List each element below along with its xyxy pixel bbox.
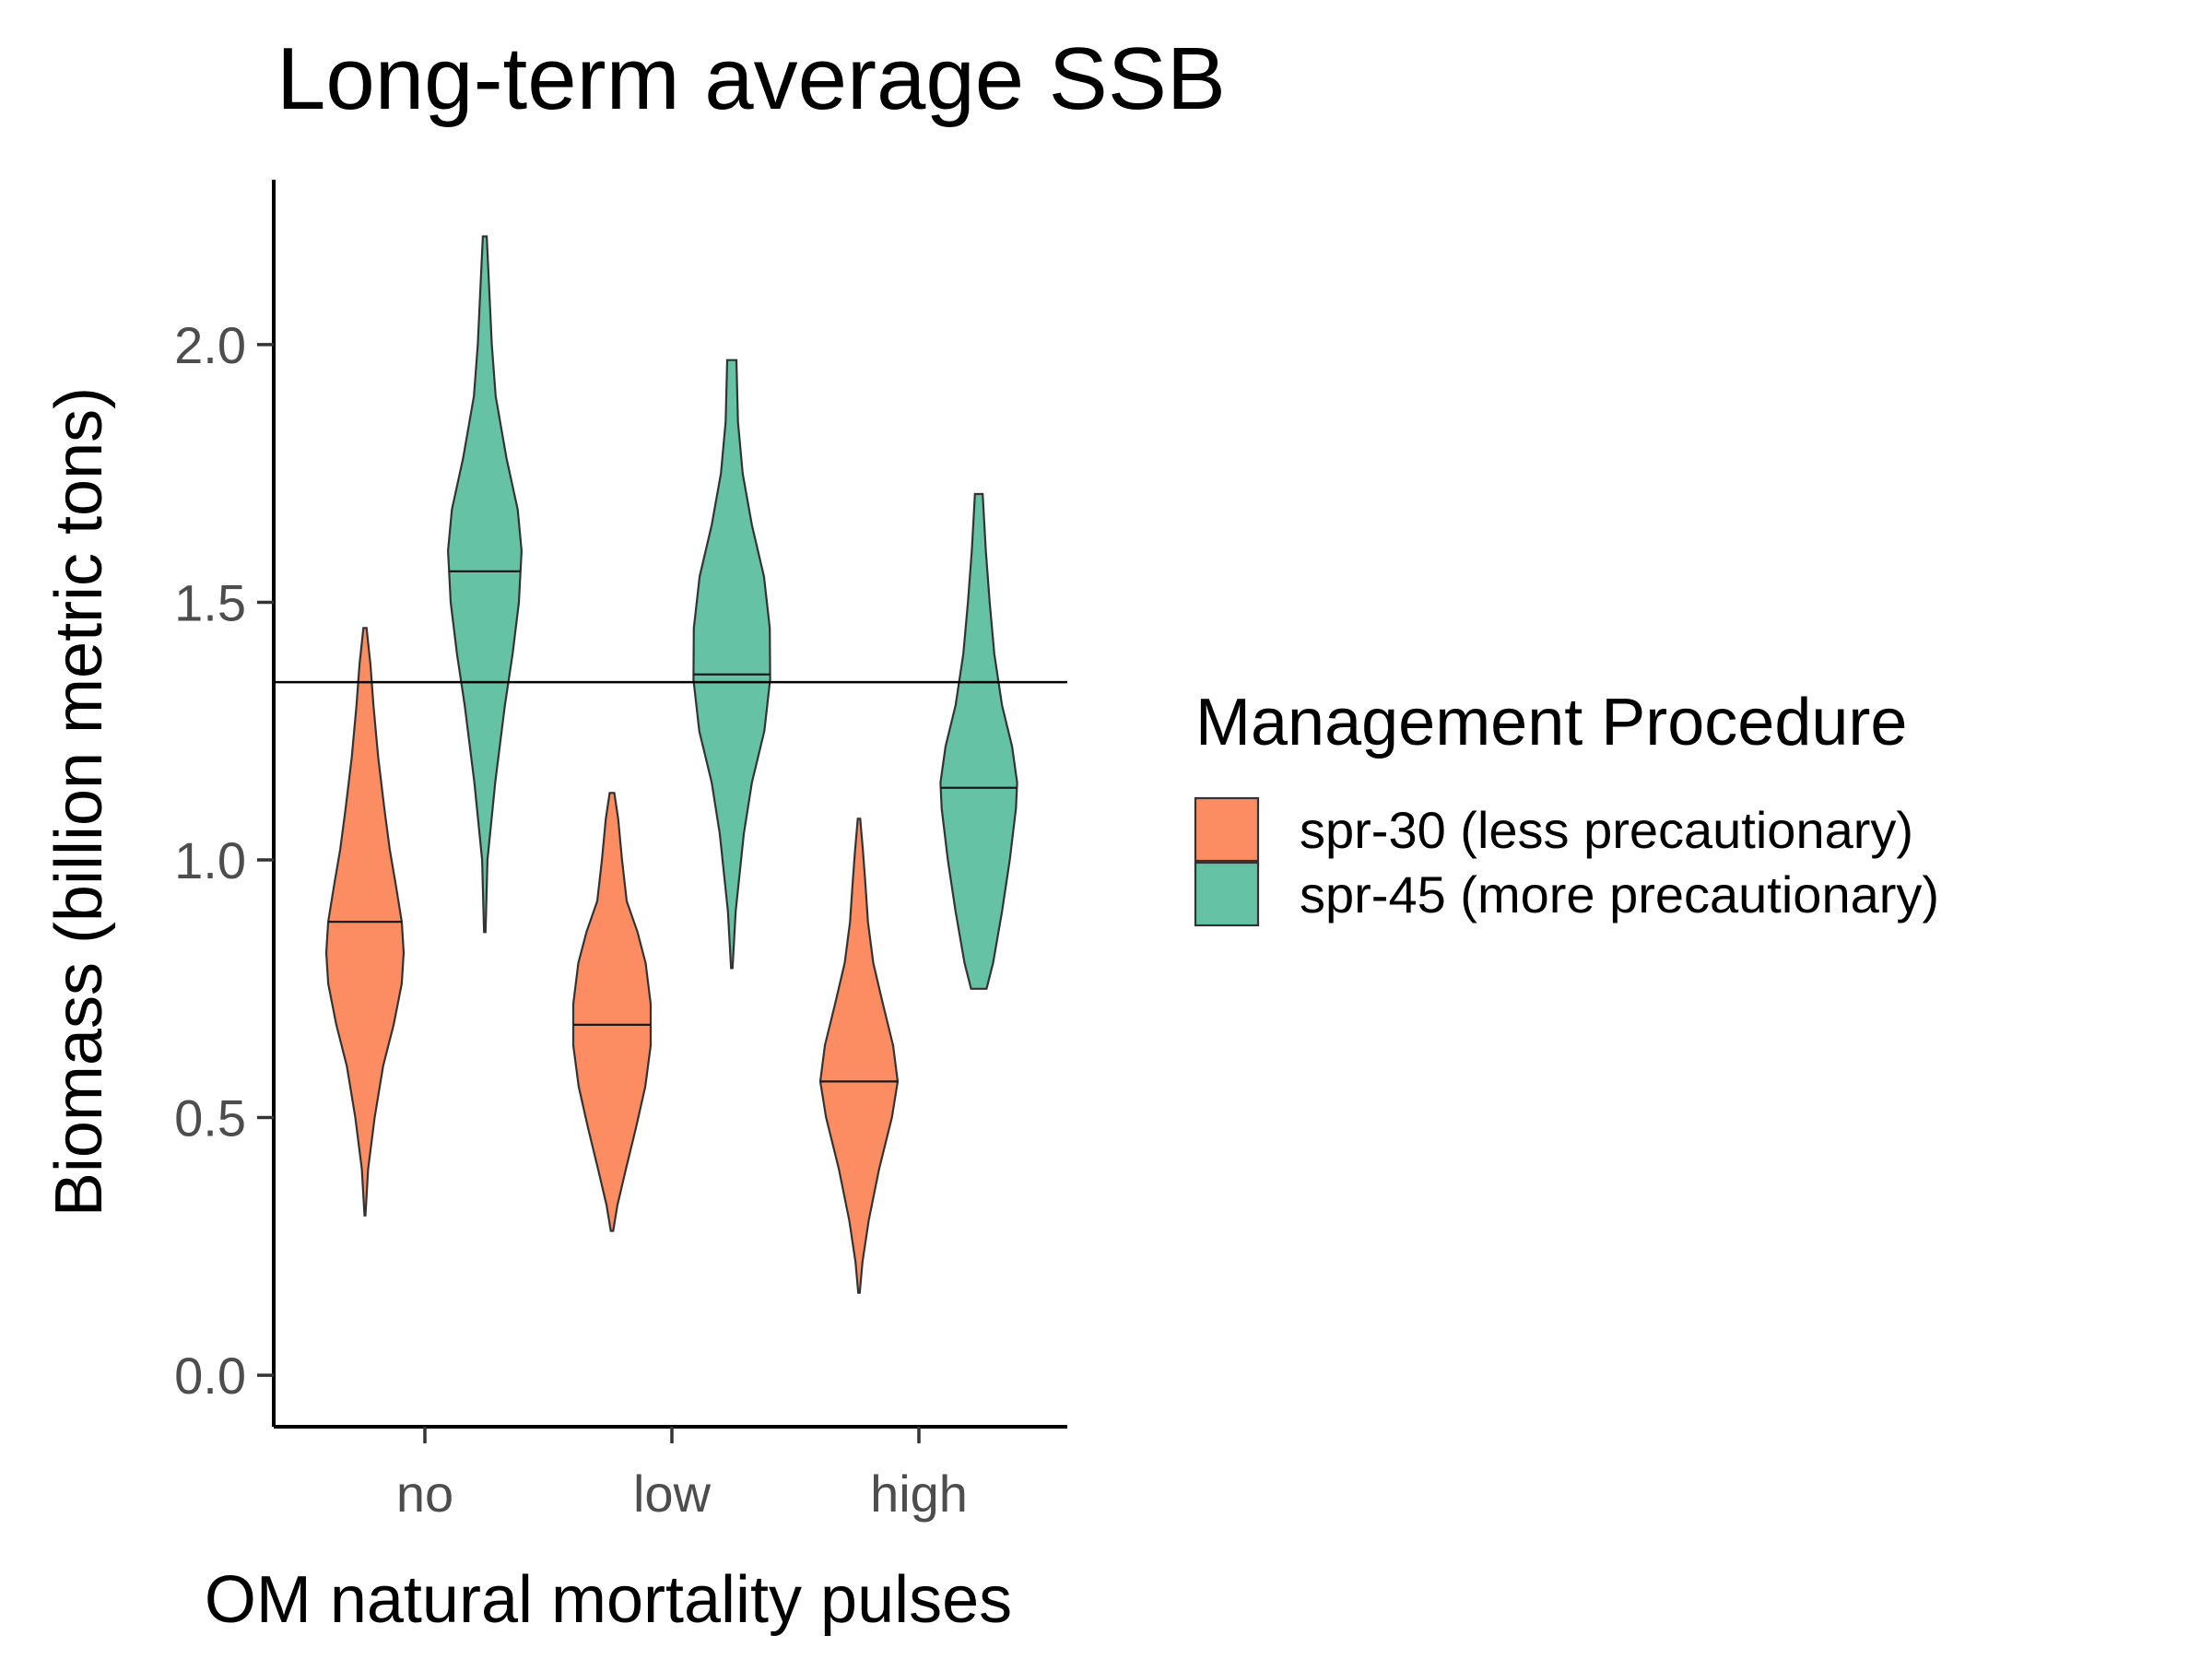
violins-layer: [324, 235, 1018, 1294]
violin-high-series2: [939, 492, 1018, 990]
legend-entries: spr-30 (less precautionary) spr-45 (more …: [1194, 796, 1939, 927]
legend-label-2: spr-45 (more precautionary): [1300, 865, 1939, 924]
violin-high-series1: [818, 818, 900, 1294]
x-tick-label: low: [633, 1465, 712, 1523]
y-tick-label: 0.5: [174, 1089, 246, 1147]
chart-title: Long-term average SSB: [276, 29, 1226, 128]
x-tick-label: no: [396, 1465, 453, 1523]
legend-label-1: spr-30 (less precautionary): [1300, 801, 1913, 859]
x-axis-title: OM natural mortality pulses: [205, 1563, 1012, 1637]
y-tick-label: 1.0: [174, 831, 246, 889]
violin-low-series2: [692, 359, 771, 970]
violin-low-series1: [571, 792, 653, 1232]
legend-title: Management Procedure: [1195, 686, 1907, 759]
legend-key-2: [1194, 861, 1260, 927]
x-tick-label: high: [870, 1465, 968, 1523]
y-tick-label: 2.0: [174, 316, 246, 374]
y-axis-title: Biomass (billion metric tons): [42, 387, 116, 1217]
violin-no-series2: [446, 235, 524, 934]
y-tick-label: 0.0: [174, 1347, 246, 1405]
y-tick-label: 1.5: [174, 573, 246, 631]
legend-key-1: [1194, 796, 1260, 863]
legend: Management Procedure spr-30 (less precau…: [1194, 686, 1939, 927]
axes-layer: 0.0 0.5 1.0 1.5 2.0 no low high: [174, 180, 1067, 1523]
